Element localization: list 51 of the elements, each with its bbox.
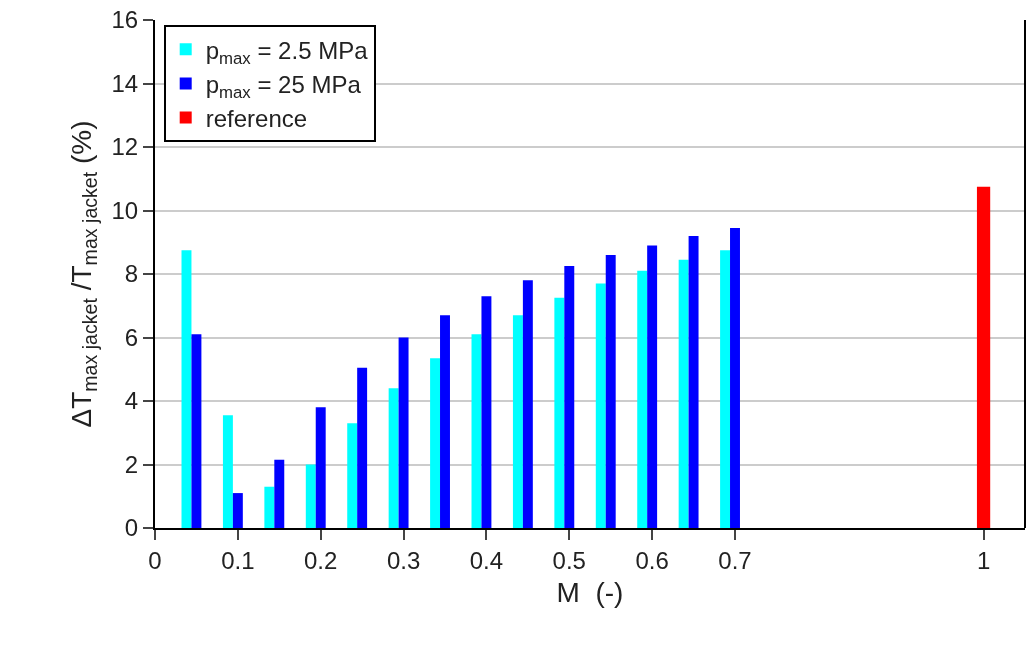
legend-label: reference (205, 104, 308, 132)
bar (274, 459, 285, 528)
y-tick-label: 12 (111, 133, 139, 161)
bar (347, 423, 358, 528)
x-tick-label: 0 (148, 546, 162, 574)
x-tick-label: 0.1 (221, 546, 255, 574)
y-tick-label: 10 (111, 196, 139, 224)
bar (430, 358, 441, 528)
bar (976, 186, 991, 528)
bar (605, 254, 616, 528)
bar (595, 283, 606, 528)
bar (720, 250, 731, 528)
bar (440, 315, 450, 528)
bar (481, 296, 492, 528)
y-tick-label: 2 (124, 450, 139, 478)
y-tick-label: 14 (111, 69, 139, 97)
legend-label: p$_{max}$ = 25 MPa (205, 70, 362, 102)
x-tick-label: 0.5 (552, 546, 586, 574)
bar (232, 493, 243, 528)
bar (688, 235, 699, 528)
legend-label: p$_{max}$ = 2.5 MPa (205, 36, 369, 68)
y-tick-label: 6 (124, 323, 139, 351)
y-tick-label: 16 (111, 6, 139, 34)
x-tick-label: 0.4 (469, 546, 504, 574)
bar (398, 337, 409, 528)
x-tick-label: 0.6 (635, 546, 669, 574)
x-axis-title: M (-) (556, 577, 624, 609)
bar (305, 464, 316, 528)
bar (522, 280, 533, 528)
y-tick-label: 0 (124, 514, 139, 542)
bar (264, 486, 275, 528)
bar (564, 266, 575, 528)
x-tick-label: 1 (976, 546, 991, 574)
bar (357, 367, 368, 528)
bar (678, 259, 689, 528)
y-tick-label: 4 (124, 387, 139, 415)
bar (647, 245, 658, 528)
bar (730, 227, 740, 528)
bar (191, 334, 202, 528)
x-tick-label: 0.3 (386, 546, 421, 574)
bar (222, 415, 233, 528)
x-tick-label: 0.2 (304, 546, 338, 574)
bar (471, 334, 482, 528)
y-tick-label: 8 (124, 260, 139, 288)
bar (315, 407, 326, 528)
bar (554, 297, 565, 528)
bar (388, 388, 399, 528)
bar (512, 315, 523, 528)
bar (637, 270, 648, 528)
bar (181, 250, 192, 528)
x-tick-label: 0.7 (718, 546, 752, 574)
